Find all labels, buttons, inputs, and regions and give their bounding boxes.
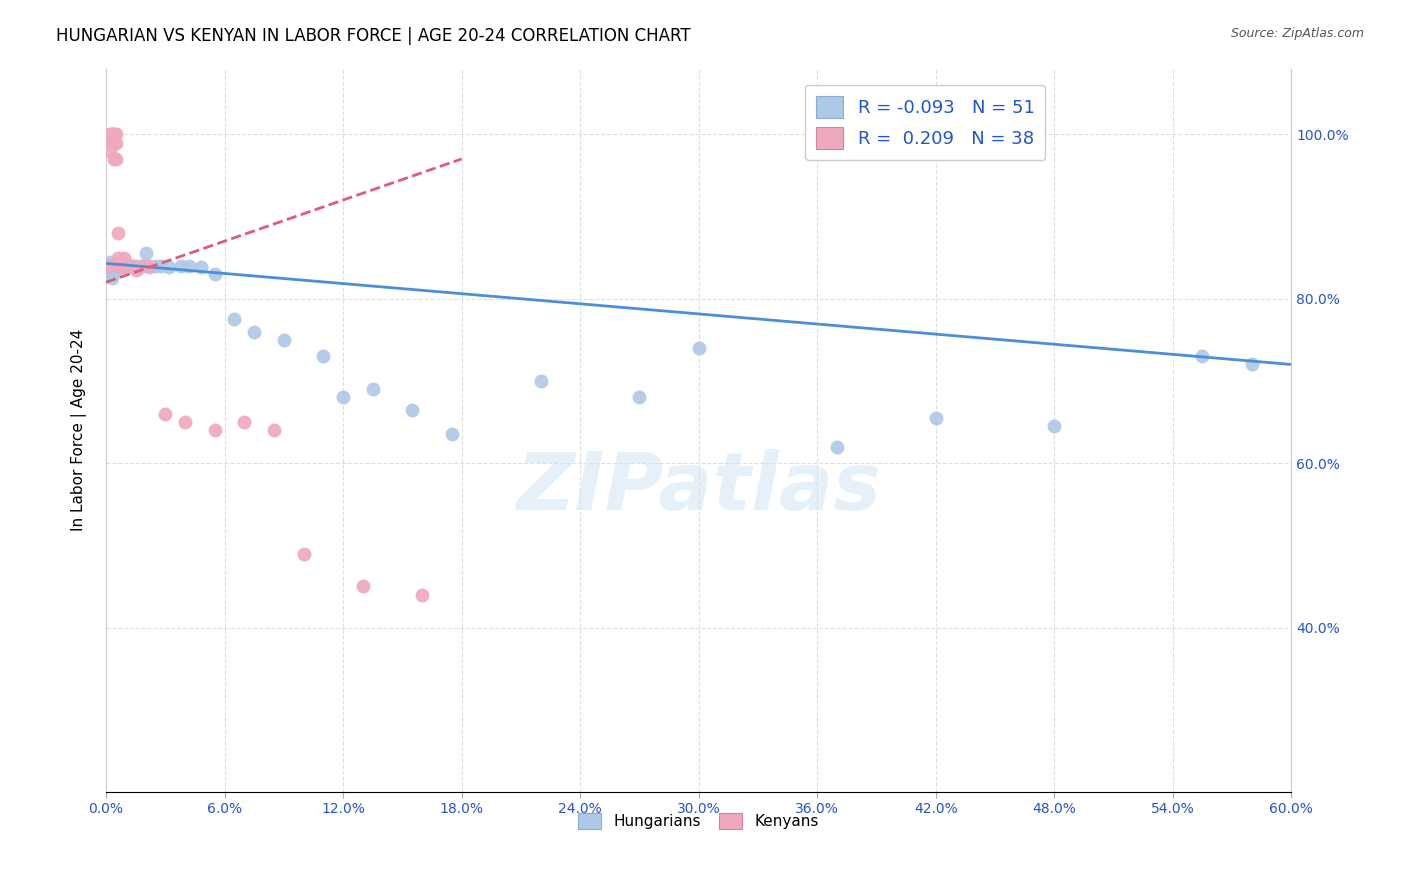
Point [104,259,127,273]
Point [361,382,384,396]
Point [263,423,285,437]
Point [150,259,173,273]
Point [103,128,125,142]
Point [101,136,124,150]
Point [107,259,129,273]
Point [688,341,710,355]
Point [1240,358,1263,372]
Point [332,390,354,404]
Point [124,263,146,277]
Point [98,267,121,281]
Point [103,259,125,273]
Point [97,259,120,273]
Point [440,427,463,442]
Point [530,374,553,388]
Point [138,260,160,275]
Point [112,251,135,265]
Point [121,259,143,273]
Point [177,259,200,273]
Point [111,259,134,273]
Point [97,259,120,273]
Point [204,423,226,437]
Point [224,312,246,326]
Point [145,259,167,273]
Point [101,271,124,285]
Point [104,152,127,166]
Point [131,259,153,273]
Point [190,260,212,275]
Legend: Hungarians, Kenyans: Hungarians, Kenyans [572,806,825,835]
Point [121,259,143,273]
Point [1191,349,1213,363]
Point [124,259,146,273]
Point [98,144,121,158]
Point [98,254,121,268]
Point [174,415,197,429]
Point [101,259,124,273]
Point [97,263,120,277]
Point [117,259,139,273]
Point [112,259,135,273]
Point [233,415,256,429]
Point [114,259,136,273]
Point [122,260,145,275]
Point [1043,419,1066,434]
Point [108,259,131,273]
Point [111,254,134,268]
Point [118,259,141,273]
Point [292,547,315,561]
Point [104,128,127,142]
Point [118,259,141,273]
Point [825,440,848,454]
Point [104,136,127,150]
Point [352,579,374,593]
Point [101,128,124,142]
Point [411,588,433,602]
Point [107,259,129,273]
Point [925,411,948,425]
Point [312,349,335,363]
Point [628,390,651,404]
Point [101,128,124,142]
Point [103,263,125,277]
Point [243,325,266,339]
Point [127,260,149,275]
Point [117,259,139,273]
Point [104,263,127,277]
Point [112,259,135,273]
Point [131,259,153,273]
Point [107,226,129,240]
Point [155,407,177,421]
Point [103,136,125,150]
Point [138,259,160,273]
Point [273,333,295,347]
Text: HUNGARIAN VS KENYAN IN LABOR FORCE | AGE 20-24 CORRELATION CHART: HUNGARIAN VS KENYAN IN LABOR FORCE | AGE… [56,27,690,45]
Point [107,251,129,265]
Text: ZIPatlas: ZIPatlas [516,449,882,527]
Point [108,259,131,273]
Point [107,259,129,273]
Point [103,152,125,166]
Point [134,246,156,260]
Y-axis label: In Labor Force | Age 20-24: In Labor Force | Age 20-24 [72,329,87,532]
Point [108,259,131,273]
Point [111,259,134,273]
Point [98,128,121,142]
Point [204,267,226,281]
Point [108,259,131,273]
Point [157,260,180,275]
Point [114,259,136,273]
Point [114,260,136,275]
Point [104,260,127,275]
Point [170,259,193,273]
Text: Source: ZipAtlas.com: Source: ZipAtlas.com [1230,27,1364,40]
Point [401,402,423,417]
Point [111,260,134,275]
Point [114,259,136,273]
